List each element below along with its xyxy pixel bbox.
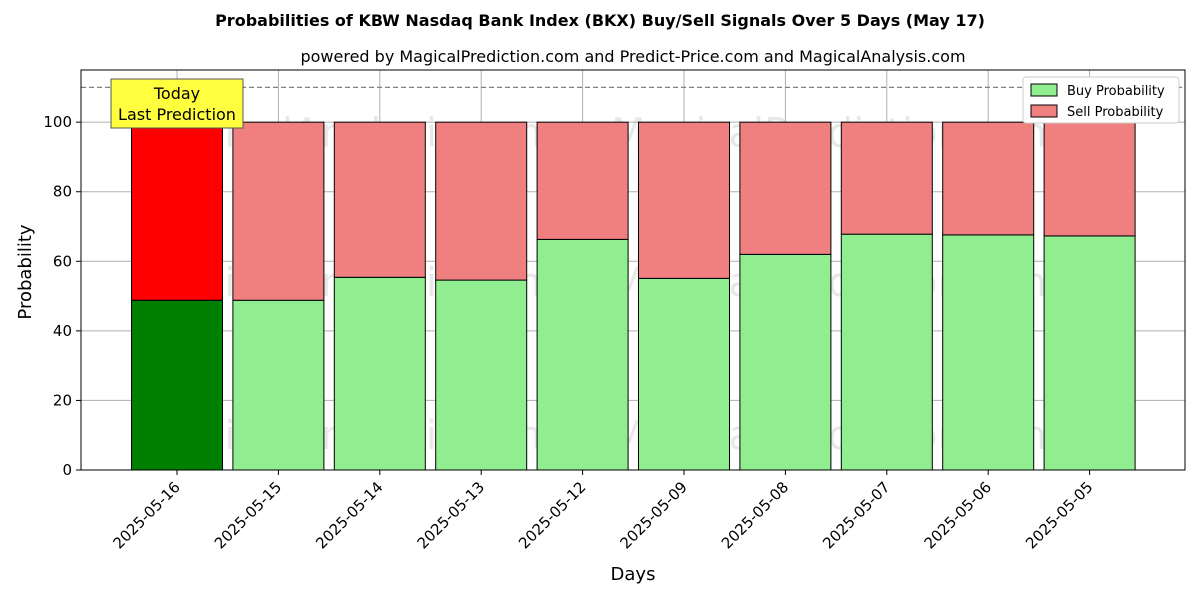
y-axis-label: Probability	[15, 224, 36, 319]
sell-bar	[131, 121, 223, 301]
axes-frame	[80, 69, 1186, 471]
sell-bar	[435, 121, 528, 281]
chart-subtitle: powered by MagicalPrediction.com and Pre…	[300, 47, 965, 66]
buy-bar	[536, 238, 629, 471]
sell-bar	[739, 121, 832, 255]
y-tick-label: 20	[53, 391, 72, 409]
sell-bar	[638, 121, 730, 279]
sell-bar	[232, 121, 325, 301]
buy-bar	[1043, 235, 1136, 471]
y-tick-label: 0	[62, 461, 72, 479]
y-tick-label: 40	[53, 322, 72, 340]
buy-bar	[131, 299, 223, 471]
legend-label: Buy Probability	[1067, 84, 1165, 99]
sell-bar	[1043, 121, 1136, 237]
buy-bar	[435, 279, 528, 471]
chart-title: Probabilities of KBW Nasdaq Bank Index (…	[215, 11, 985, 30]
y-tick-label: 80	[53, 183, 72, 201]
legend-swatch	[1030, 83, 1058, 97]
sell-bar	[840, 121, 933, 235]
annotation-text: Last Prediction	[118, 105, 236, 124]
annotation-box	[110, 78, 244, 129]
buy-bar	[840, 233, 933, 471]
buy-bar	[638, 277, 730, 471]
annotation-text: Today	[153, 84, 200, 103]
legend-label: Sell Probability	[1067, 105, 1164, 120]
sell-bar	[942, 121, 1035, 236]
legend-swatch	[1030, 104, 1058, 118]
buy-bar	[942, 234, 1035, 471]
buy-bar	[739, 253, 832, 471]
sell-bar	[333, 121, 426, 278]
x-axis-label: Days	[611, 564, 656, 585]
legend	[1022, 76, 1180, 124]
sell-bar	[536, 121, 629, 240]
buy-bar	[333, 276, 426, 471]
y-tick-label: 100	[43, 113, 72, 131]
buy-bar	[232, 299, 325, 471]
y-tick-label: 60	[53, 252, 72, 270]
